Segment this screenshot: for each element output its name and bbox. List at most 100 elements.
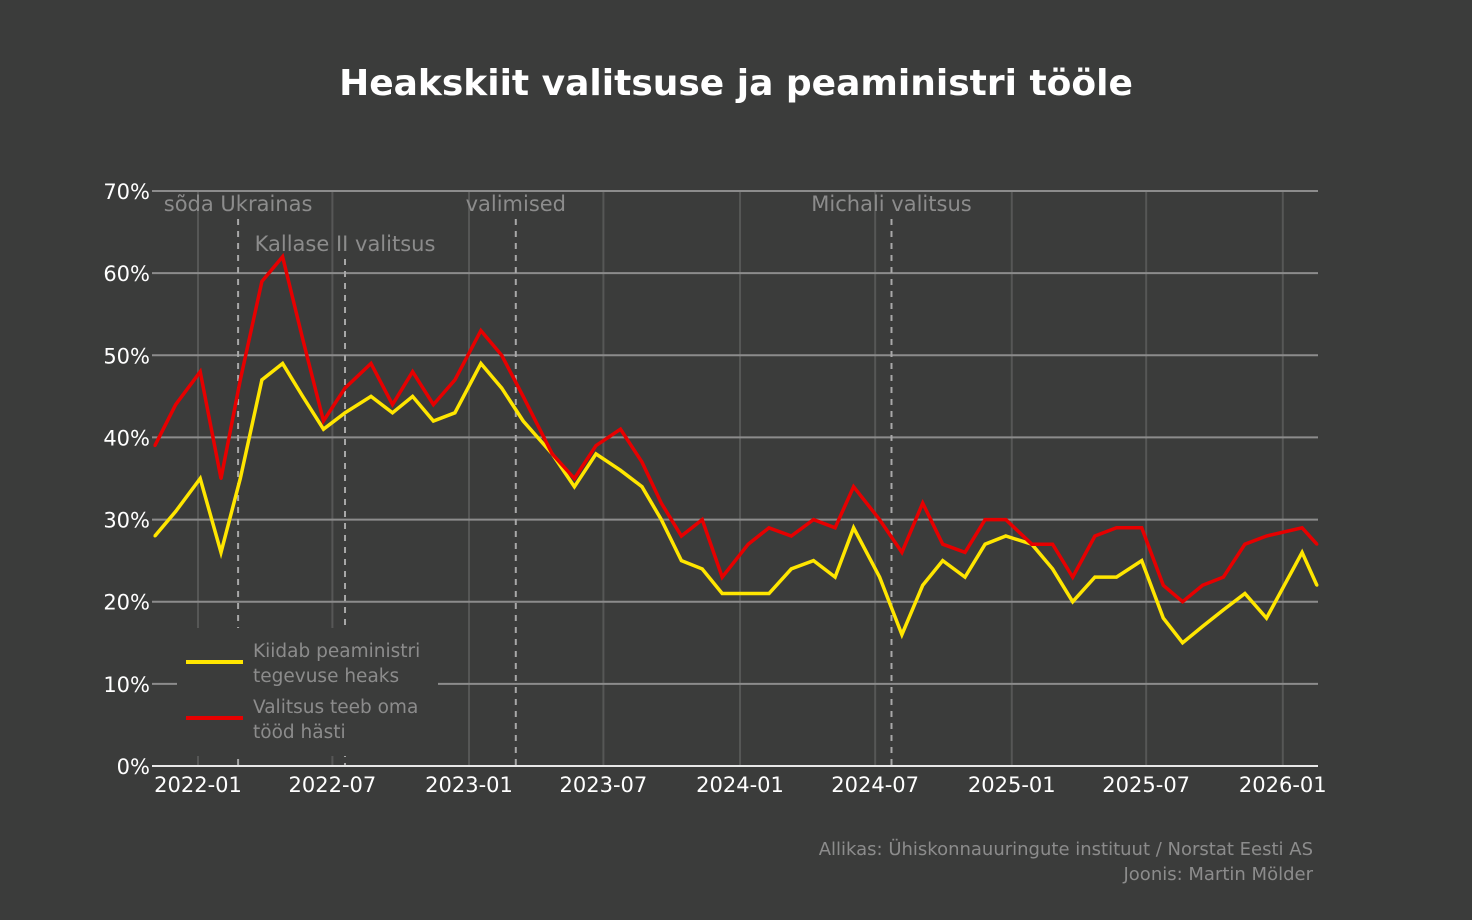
data-point (1051, 542, 1055, 546)
data-point (174, 403, 178, 407)
series-line-government (153, 252, 1319, 604)
legend: Kiidab peaministri tegevuse heaks Valitsu… (186, 641, 420, 743)
data-point (1140, 526, 1144, 530)
data-point (941, 559, 945, 563)
data-point (640, 485, 644, 489)
data-point (431, 419, 435, 423)
data-point (1114, 526, 1118, 530)
data-point (198, 370, 202, 374)
y-tick-label: 20% (103, 591, 150, 615)
data-point (1243, 542, 1247, 546)
data-point (1315, 542, 1319, 546)
data-point (572, 485, 576, 489)
event-label: Michali valitsus (811, 192, 971, 216)
y-tick-label: 40% (103, 426, 150, 450)
data-point (1181, 600, 1185, 604)
data-point (812, 559, 816, 563)
data-point (391, 411, 395, 415)
data-point (521, 419, 525, 423)
y-tick-label: 50% (103, 344, 150, 368)
data-point (301, 337, 305, 341)
data-point (900, 633, 904, 637)
event-annotations: sõda Ukrainas Kallase II valitsus valimise… (164, 192, 972, 766)
chart-title: Heakskiit valitsuse ja peaministri tööle (339, 63, 1133, 104)
legend-label-prime-minister: Kiidab peaministri tegevuse heaks (253, 641, 420, 687)
data-point (594, 452, 598, 456)
data-point (369, 394, 373, 398)
data-point (679, 534, 683, 538)
y-tick-label: 60% (103, 262, 150, 286)
data-point (391, 403, 395, 407)
data-point (500, 386, 504, 390)
data-point (1243, 592, 1247, 595)
data-point (659, 501, 663, 505)
author-note: Joonis: Martin Mölder (1122, 864, 1313, 885)
data-point (219, 550, 223, 554)
data-point (479, 329, 483, 333)
legend-line: Kiidab peaministri (253, 641, 420, 662)
data-point (1093, 575, 1097, 579)
y-tick-label: 70% (103, 180, 150, 204)
x-tick-label: 2023-07 (560, 773, 648, 797)
data-point (1030, 542, 1034, 546)
data-point (521, 394, 525, 398)
data-point (550, 452, 554, 456)
data-point (659, 518, 663, 522)
data-point (941, 542, 945, 546)
data-point (219, 477, 223, 480)
data-point (572, 477, 576, 480)
data-point (963, 575, 967, 579)
data-point (679, 559, 683, 563)
x-tick-label: 2025-01 (968, 773, 1056, 797)
data-point (1161, 616, 1165, 620)
data-point (174, 509, 178, 513)
x-axis-ticks: 2022-01 2022-07 2023-01 2023-07 2024-01 2024-… (154, 773, 1327, 797)
x-tick-label: 2026-01 (1239, 773, 1327, 797)
data-point (453, 411, 457, 415)
x-tick-label: 2025-07 (1102, 773, 1190, 797)
data-point (369, 362, 373, 365)
data-point (260, 279, 264, 283)
legend-box (177, 628, 438, 756)
data-point (720, 575, 724, 579)
data-point (1093, 534, 1097, 538)
data-point (618, 468, 622, 472)
data-point (281, 362, 285, 365)
data-point (1201, 583, 1205, 587)
data-point (921, 583, 925, 587)
data-point (479, 362, 483, 365)
data-point (983, 542, 987, 546)
data-point (900, 550, 904, 554)
legend-line: Valitsus teeb oma (253, 697, 418, 718)
data-point (921, 501, 925, 505)
data-point (238, 477, 242, 480)
data-point (1300, 550, 1304, 554)
data-point (1004, 534, 1008, 538)
data-point (500, 353, 504, 357)
data-point (1221, 575, 1225, 579)
y-tick-label: 0% (117, 755, 150, 779)
data-point (1300, 526, 1304, 530)
data-point (1004, 518, 1008, 522)
data-point (878, 575, 882, 579)
data-point (431, 403, 435, 407)
data-point (833, 575, 837, 579)
source-note: Allikas: Ühiskonnauuringute instituut / … (819, 838, 1313, 860)
x-tick-label: 2022-01 (154, 773, 242, 797)
data-point (746, 592, 750, 595)
data-point (281, 255, 285, 259)
x-tick-label: 2023-01 (425, 773, 513, 797)
data-point (746, 542, 750, 546)
data-point (1264, 534, 1268, 538)
data-point (301, 394, 305, 398)
y-axis-ticks: 0% 10% 20% 30% 40% 50% 60% 70% (103, 180, 150, 779)
data-point (198, 477, 202, 480)
legend-line: tegevuse heaks (253, 666, 399, 687)
data-point (700, 567, 704, 571)
data-point (767, 592, 771, 595)
data-point (767, 526, 771, 530)
data-point (1051, 567, 1055, 571)
data-point (453, 378, 457, 382)
data-point (640, 460, 644, 464)
